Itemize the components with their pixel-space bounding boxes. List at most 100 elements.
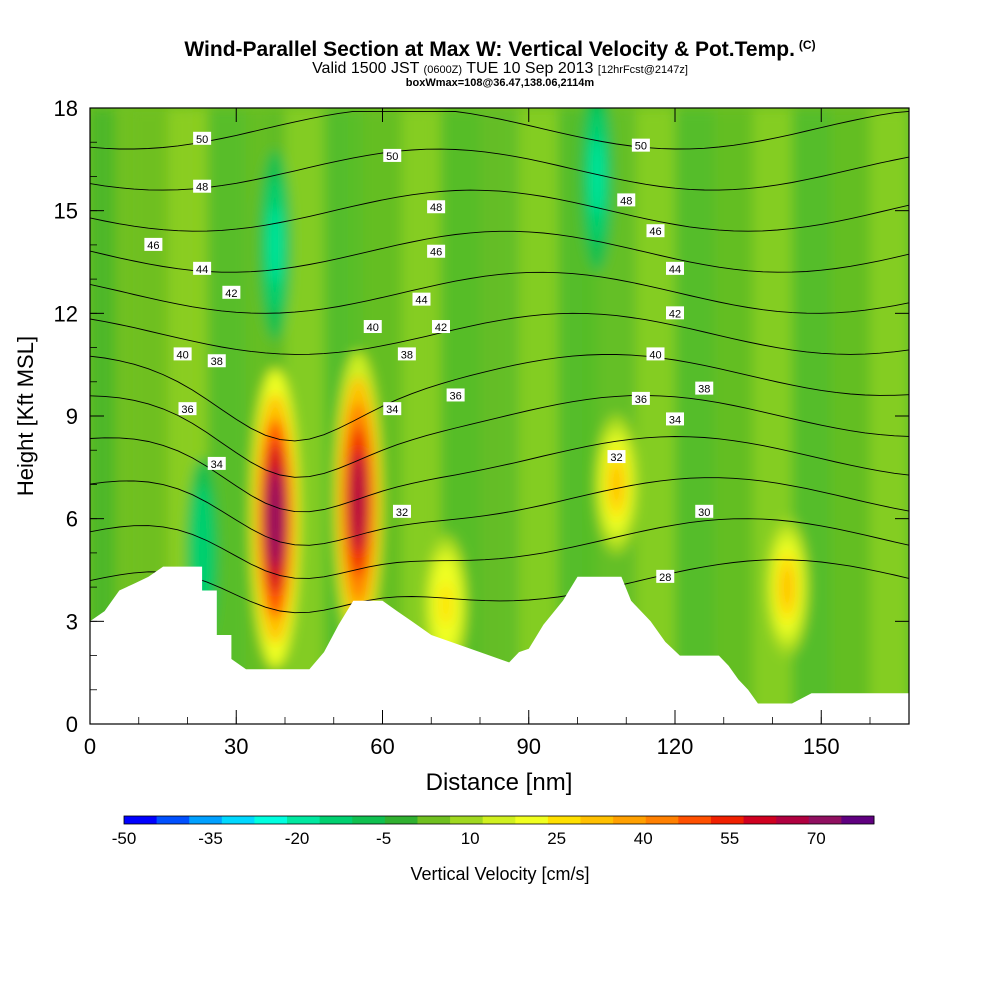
contour-label-bg [173, 347, 192, 361]
y-tick-label: 0 [66, 712, 78, 737]
contour-label-text: 46 [147, 240, 159, 252]
colorbar-swatch [547, 816, 582, 824]
contour-label: 40 [173, 347, 192, 361]
contour-label-bg [631, 391, 650, 405]
theta-contour-line [90, 312, 909, 355]
x-tick-label: 0 [84, 734, 96, 759]
contour-label: 38 [695, 381, 714, 396]
contour-label-text: 46 [649, 226, 661, 238]
zulu-time: (0600Z) [423, 64, 463, 76]
updraft-core [781, 565, 794, 610]
colorbar-swatch [124, 816, 158, 824]
valid-date: TUE 10 Sep 2013 [466, 60, 594, 77]
contour-label: 32 [393, 504, 411, 519]
field-band [909, 108, 1000, 724]
theta-contour-line [90, 477, 909, 546]
valid-time: Valid 1500 JST [312, 60, 420, 77]
contour-label-text: 46 [430, 247, 442, 259]
contour-label-bg [412, 292, 431, 306]
contour-label: 44 [193, 261, 212, 276]
downdraft-core [269, 205, 282, 284]
contour-label: 30 [695, 504, 714, 519]
x-tick-label: 60 [370, 734, 394, 759]
y-tick-label: 3 [66, 609, 78, 634]
colorbar-swatch [189, 816, 223, 824]
x-tick-label: 150 [803, 734, 840, 759]
colorbar-swatch [580, 816, 614, 824]
terrain-mask [90, 566, 909, 724]
contour-label-bg [427, 244, 446, 258]
updraft-core [610, 462, 623, 507]
field-band [870, 108, 909, 724]
colorbar-swatch [254, 816, 288, 824]
colorbar-swatch [482, 816, 516, 824]
contour-label: 42 [222, 285, 241, 300]
contour-label-bg [383, 402, 402, 416]
contour-label-bg [695, 381, 714, 395]
theta-contour-line [90, 230, 909, 273]
contour-label: 40 [646, 347, 665, 361]
contour-label: 34 [207, 456, 226, 471]
theta-contour-line [90, 271, 909, 314]
colorbar-swatch [156, 816, 190, 824]
chart-title: Wind-Parallel Section at Max W: Vertical… [184, 38, 816, 61]
contour-label: 36 [631, 391, 650, 406]
x-tick-label: 90 [517, 734, 541, 759]
colorbar-tick-label: -5 [376, 829, 391, 848]
field-band [831, 108, 909, 724]
contour-label-bg [646, 224, 665, 238]
contour-label-text: 32 [396, 507, 408, 519]
colorbar-swatch [710, 816, 745, 824]
copyright-mark: (C) [798, 38, 816, 52]
contour-label-text: 36 [635, 394, 647, 406]
theta-contour-line [90, 189, 909, 232]
colorbar-swatch [678, 816, 712, 824]
contour-label-bg [144, 237, 163, 251]
contour-label-text: 30 [698, 507, 710, 519]
y-tick-label: 18 [54, 96, 78, 121]
contour-label-bg [222, 285, 241, 299]
contour-label: 34 [383, 402, 402, 416]
colorbar-swatch [776, 816, 810, 824]
contour-label: 46 [144, 237, 163, 252]
colorbar-swatch [808, 816, 842, 824]
contour-label-bg [666, 261, 684, 275]
colorbar-tick-label: 40 [634, 829, 653, 848]
colorbar-label: Vertical Velocity [cm/s] [410, 864, 590, 884]
contour-label-text: 28 [659, 572, 671, 584]
contour-label: 46 [427, 244, 446, 259]
colorbar-tick-label: 25 [547, 829, 566, 848]
colorbar-swatch [743, 816, 777, 824]
contour-label: 38 [397, 347, 416, 361]
contour-label: 48 [193, 179, 212, 194]
contour-label-bg [363, 320, 382, 334]
contour-label-text: 36 [450, 390, 462, 402]
contour-label: 50 [193, 131, 212, 146]
colorbar-swatch [221, 816, 255, 824]
downdraft-core [591, 137, 603, 216]
contour-label-text: 42 [225, 288, 237, 300]
colorbar-swatch [384, 816, 418, 824]
contour-label-text: 38 [698, 384, 710, 396]
contour-label-bg [178, 402, 197, 416]
contour-label-text: 38 [401, 349, 413, 361]
contour-label: 42 [666, 306, 684, 320]
contour-label: 38 [207, 354, 226, 368]
contour-label-bg [397, 347, 416, 361]
forecast-info: [12hrFcst@2147z] [597, 64, 688, 76]
contour-label: 32 [607, 450, 626, 464]
contour-label-text: 48 [430, 202, 442, 214]
x-tick-label: 120 [657, 734, 694, 759]
contour-label-bg [656, 569, 675, 583]
contour-label-text: 40 [177, 349, 189, 361]
contour-label-bg [393, 504, 411, 518]
chart-subtitle: Valid 1500 JST (0600Z) TUE 10 Sep 2013 [… [0, 60, 1000, 78]
colorbar-swatch [287, 816, 321, 824]
colorbar-swatch [841, 816, 875, 824]
contour-label: 48 [617, 193, 636, 207]
colorbar-swatch [450, 816, 484, 824]
contour-label-text: 38 [211, 356, 223, 368]
contour-label-text: 34 [386, 404, 398, 416]
contour-label-text: 34 [211, 459, 223, 471]
contour-label-bg [631, 138, 650, 152]
